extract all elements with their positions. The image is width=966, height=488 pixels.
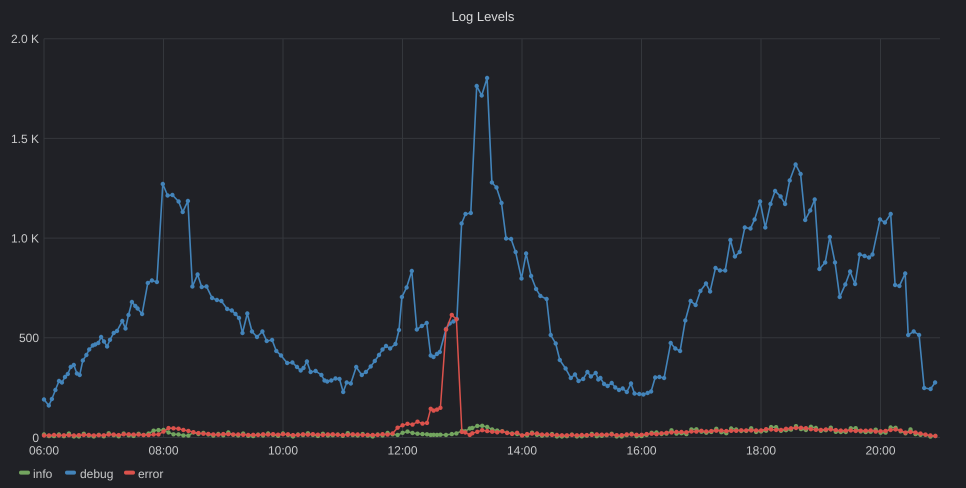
svg-text:14:00: 14:00	[507, 444, 537, 458]
svg-text:2.0 K: 2.0 K	[11, 32, 39, 46]
svg-text:Log Levels: Log Levels	[452, 9, 515, 24]
svg-text:06:00: 06:00	[29, 444, 59, 458]
svg-text:16:00: 16:00	[626, 444, 656, 458]
svg-text:10:00: 10:00	[268, 444, 298, 458]
svg-text:0: 0	[32, 431, 39, 445]
svg-text:1.0 K: 1.0 K	[11, 232, 39, 246]
svg-text:info: info	[33, 467, 53, 481]
svg-text:18:00: 18:00	[746, 444, 776, 458]
svg-text:error: error	[138, 467, 163, 481]
svg-text:20:00: 20:00	[865, 444, 895, 458]
svg-text:debug: debug	[80, 467, 113, 481]
svg-text:08:00: 08:00	[148, 444, 178, 458]
svg-text:500: 500	[19, 331, 39, 345]
svg-text:1.5 K: 1.5 K	[11, 132, 39, 146]
svg-text:12:00: 12:00	[387, 444, 417, 458]
